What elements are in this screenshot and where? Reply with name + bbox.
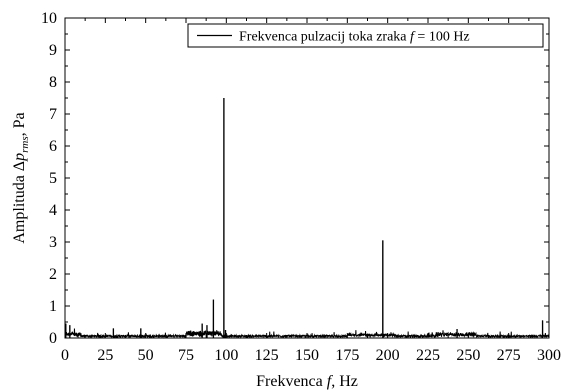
y-axis-sub: rms — [19, 136, 31, 153]
plot-frame — [64, 17, 550, 339]
legend-prefix: Frekvenca pulzacij toka zraka — [239, 30, 410, 45]
x-tick-label: 225 — [416, 347, 440, 364]
y-axis-unit: , Pa — [11, 112, 28, 136]
x-axis-unit: , Hz — [331, 373, 358, 390]
y-tick-label: 8 — [49, 74, 57, 91]
legend-var: f — [410, 30, 416, 45]
y-tick-label: 0 — [49, 330, 57, 347]
x-tick-label: 100 — [214, 347, 238, 364]
legend-box — [187, 23, 544, 48]
y-axis-title: Amplituda Δprms, Pa — [11, 112, 31, 243]
x-tick-label: 200 — [376, 347, 400, 364]
spectrum-line — [64, 97, 550, 340]
series-layer — [64, 97, 550, 340]
y-tick-label: 6 — [49, 138, 57, 155]
x-tick-label: 175 — [335, 347, 359, 364]
y-tick-label: 10 — [41, 10, 57, 27]
y-axis-prefix: Amplituda Δ — [11, 161, 28, 244]
x-axis-title: Frekvenca f, Hz — [256, 373, 358, 390]
x-axis-var: f — [327, 373, 334, 390]
x-tick-label: 0 — [61, 347, 69, 364]
x-tick-label: 50 — [138, 347, 154, 364]
x-tick-label: 125 — [255, 347, 279, 364]
y-tick-label: 4 — [49, 202, 57, 219]
x-axis-prefix: Frekvenca — [256, 373, 327, 390]
x-tick-labels: 0 25 50 75 100 125 150 175 200 225 250 275 300 — [61, 347, 561, 364]
legend-suffix: = 100 Hz — [414, 30, 470, 45]
x-tick-label: 25 — [97, 347, 113, 364]
y-tick-label: 1 — [49, 298, 57, 315]
legend-label: Frekvenca pulzacij toka zraka f = 100 Hz — [239, 30, 470, 45]
y-axis-var: p — [11, 153, 28, 162]
y-tick-label: 3 — [49, 234, 57, 251]
x-tick-label: 150 — [295, 347, 319, 364]
x-tick-label: 250 — [456, 347, 480, 364]
y-tick-labels: 0 1 2 3 4 5 6 7 8 9 10 — [41, 10, 57, 347]
y-tick-label: 2 — [49, 266, 57, 283]
x-tick-label: 275 — [497, 347, 521, 364]
y-tick-label: 5 — [49, 170, 57, 187]
x-tick-label: 300 — [537, 347, 561, 364]
legend: Frekvenca pulzacij toka zraka f = 100 Hz — [187, 23, 544, 48]
y-tick-label: 9 — [49, 42, 57, 59]
ticks-layer — [64, 17, 550, 339]
x-tick-label: 75 — [178, 347, 194, 364]
y-tick-label: 7 — [49, 106, 57, 123]
